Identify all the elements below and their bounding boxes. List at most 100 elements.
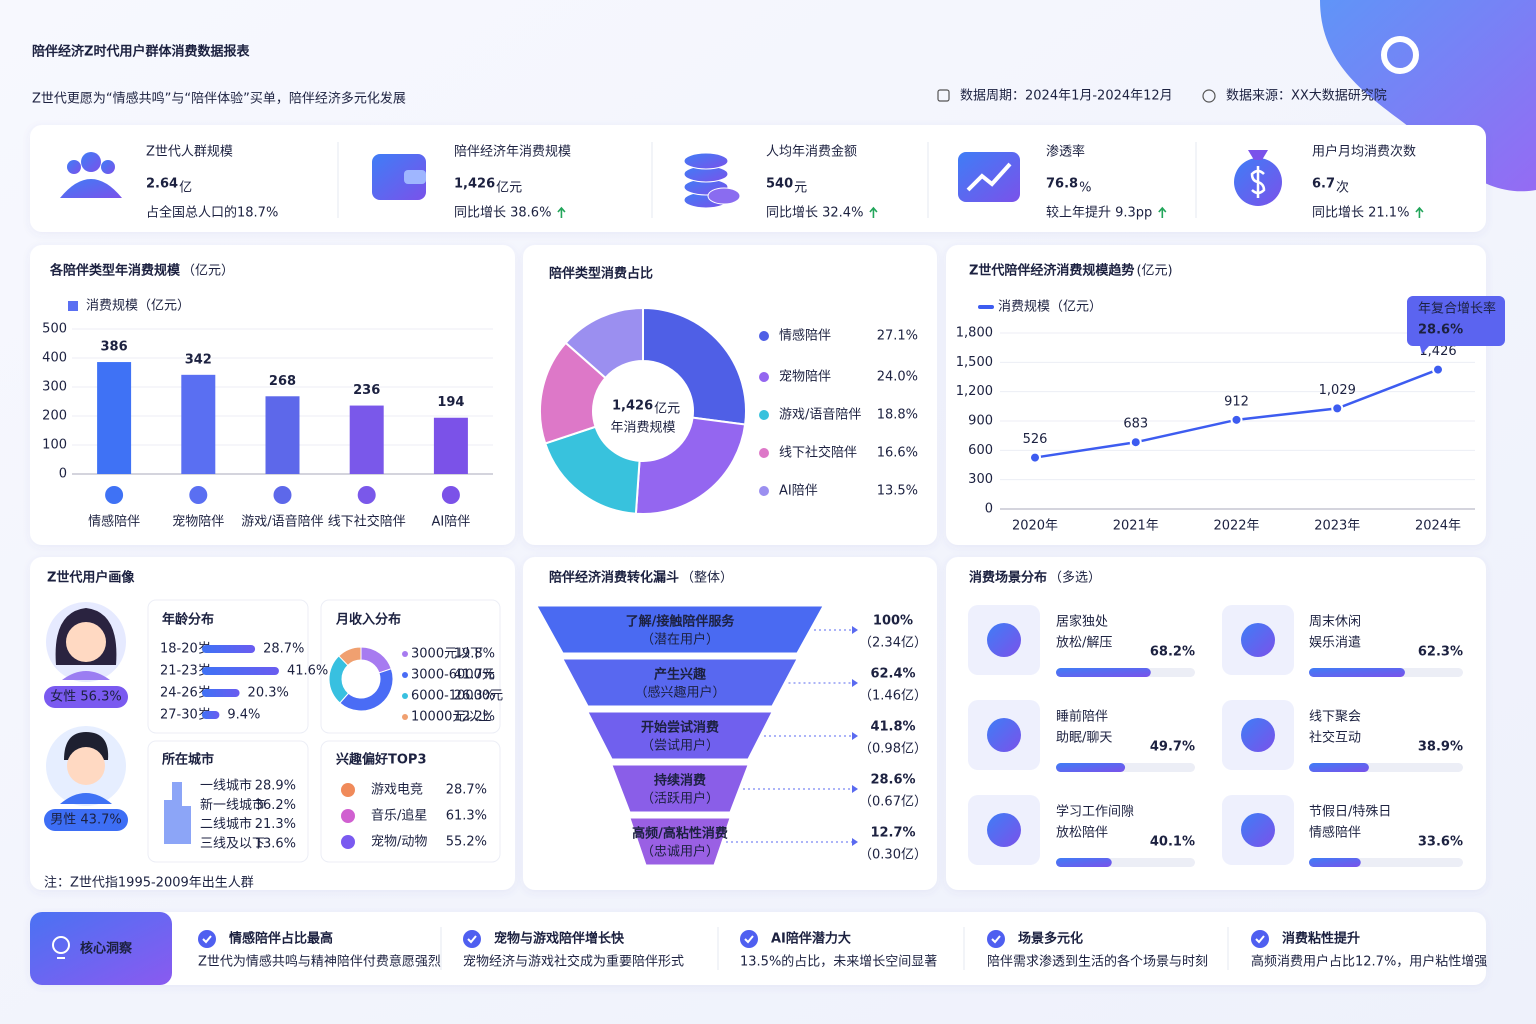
interest-icon: [341, 835, 355, 849]
bar: [181, 374, 216, 474]
kpi-note: 同比增长 32.4%: [766, 206, 863, 221]
trend-arrow: [557, 206, 566, 218]
kpi-icon: [372, 154, 426, 200]
kpi-unit: 次: [1336, 180, 1349, 196]
bar-value-label: 386: [101, 340, 128, 355]
point-value-label: 526: [1023, 432, 1048, 447]
legend-dot: [759, 486, 769, 496]
stage-rate: 100%: [873, 614, 913, 629]
kpi-unit: %: [1079, 181, 1091, 196]
insight-badge: [30, 912, 172, 985]
kpi-note: 同比增长 38.6%: [454, 206, 551, 221]
scene-name: 学习工作间隙: [1056, 804, 1134, 820]
kpi-note: 较上年提升 9.3pp: [1046, 205, 1152, 221]
interest-label: 音乐/追星: [371, 808, 427, 824]
source: 数据来源：XX大数据研究院: [1226, 89, 1387, 104]
panel-title: Z世代陪伴经济消费规模趋势: [969, 263, 1134, 279]
title: 陪伴经济: [32, 44, 85, 60]
legend-label: 消费规模（亿元）: [998, 300, 1102, 315]
x-tick-label: 2021年: [1113, 519, 1159, 534]
kpi-value: 540: [766, 177, 793, 192]
age-label: 27-30岁: [160, 708, 211, 723]
scene-bar: [1056, 763, 1126, 772]
scene-icon: [1241, 623, 1275, 657]
insight-title: 核心洞察: [80, 941, 133, 957]
sub-title: 年龄分布: [162, 612, 214, 628]
stage-count: （0.67亿）: [859, 795, 927, 810]
y-tick-label: 200: [42, 409, 67, 424]
line-point: [1230, 413, 1243, 426]
panel-title: Z世代用户画像: [47, 570, 135, 586]
y-tick-label: 1,800: [956, 326, 993, 341]
kpi-icon: [966, 162, 1012, 192]
insight-item-title: 宠物与游戏陪伴增长快: [494, 931, 625, 947]
card: [30, 125, 1486, 232]
source-icon: [1202, 89, 1216, 103]
scene-bar: [1309, 858, 1361, 867]
check-icon: [740, 930, 758, 948]
interest-label: 游戏电竞: [371, 782, 423, 798]
funnel-arrow-head: [852, 732, 858, 740]
sub-title: 所在城市: [162, 752, 214, 768]
x-tick-label: 游戏/语音陪伴: [241, 514, 323, 530]
y-tick-label: 0: [985, 502, 993, 517]
footnote: 注：Z世代指1995-2009年出生人群: [44, 876, 254, 891]
trend-arrow: [1415, 206, 1424, 218]
scene-icon: [987, 813, 1021, 847]
point-value-label: 1,426: [1419, 344, 1456, 359]
kpi-label: Z世代人群规模: [146, 145, 233, 160]
kpi-icon: [404, 170, 426, 184]
card: [30, 245, 515, 545]
gender-female: 女性 56.3%: [50, 689, 121, 705]
funnel-stage: [629, 817, 731, 866]
age-label: 24-26岁: [160, 686, 211, 701]
legend-label: 游戏/语音陪伴: [779, 407, 861, 423]
kpi-icon: [1248, 150, 1268, 160]
kpi-label: 渗透率: [1046, 144, 1085, 160]
income-label: 10000元以上: [411, 710, 491, 725]
x-tick-label: AI陪伴: [432, 515, 471, 530]
scene-value: 38.9%: [1418, 740, 1463, 755]
legend-swatch: [68, 301, 78, 311]
sub-title: 兴趣偏好TOP3: [336, 752, 427, 768]
legend-value: 13.5%: [877, 484, 918, 499]
check-mark: [991, 935, 1001, 944]
x-tick-label: 宠物陪伴: [172, 514, 224, 530]
x-tick-label: 2022年: [1213, 519, 1259, 534]
city-value: 21.3%: [255, 817, 296, 832]
x-tick-label: 2023年: [1314, 519, 1360, 534]
y-tick-label: 400: [42, 351, 67, 366]
category-icon: [273, 486, 292, 504]
sub-card: [320, 740, 501, 863]
stage-sub: （尝试用户）: [641, 738, 719, 754]
x-tick-label: 2020年: [1012, 519, 1058, 534]
point-value-label: 912: [1224, 394, 1249, 409]
city-value: 36.2%: [255, 798, 296, 813]
scene-desc: 社交互动: [1309, 730, 1361, 746]
stage-name: 开始尝试消费: [641, 720, 719, 736]
scene-value: 33.6%: [1418, 835, 1463, 850]
kpi-label: 用户月均消费次数: [1312, 144, 1416, 160]
category-icon: [441, 486, 460, 504]
point-value-label: 683: [1123, 417, 1148, 432]
scene-bar: [1056, 858, 1112, 867]
bar-value-label: 194: [437, 395, 464, 410]
line-point: [1331, 402, 1344, 415]
trend-arrow: [1158, 206, 1167, 218]
stage-count: （2.34亿）: [859, 636, 927, 651]
y-tick-label: 900: [968, 414, 993, 429]
check-mark: [202, 935, 212, 944]
legend-label: 消费规模（亿元）: [86, 299, 190, 314]
age-value: 9.4%: [227, 708, 260, 723]
kpi-unit: 亿: [179, 181, 192, 196]
stage-rate: 62.4%: [870, 667, 915, 682]
stage-count: （0.98亿）: [859, 742, 927, 757]
insight-item-title: 消费粘性提升: [1282, 931, 1360, 947]
pie-slice: [634, 416, 747, 515]
category-icon: [105, 486, 124, 504]
scene-name: 睡前陪伴: [1056, 709, 1108, 725]
check-mark: [1255, 935, 1265, 944]
kpi-note: 占全国总人口的18.7%: [146, 205, 278, 221]
stage-count: （0.30亿）: [859, 848, 927, 863]
